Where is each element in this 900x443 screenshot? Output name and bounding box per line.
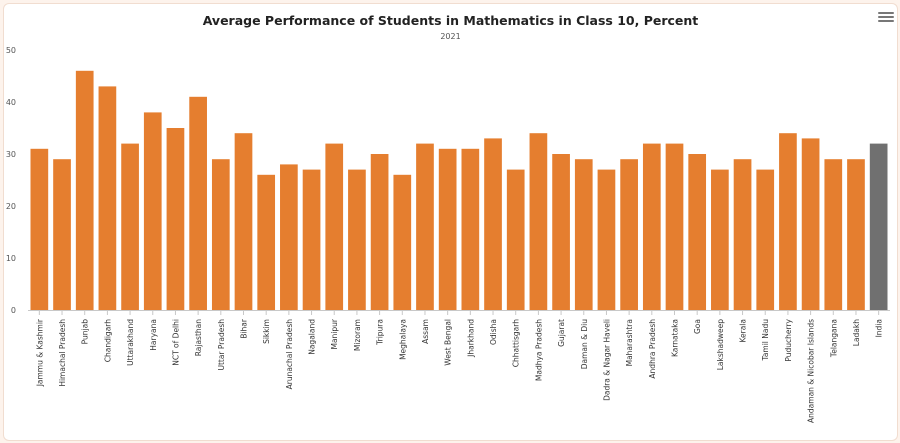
x-tick-label: Jharkhand — [466, 319, 475, 358]
x-tick-label: Andhra Pradesh — [648, 319, 657, 379]
bar-jammu-kashmir[interactable] — [30, 148, 49, 310]
x-tick-label: Goa — [693, 319, 702, 334]
bar-telangana[interactable] — [824, 159, 843, 310]
y-tick-label: 0 — [11, 306, 16, 315]
x-tick-label: Tamil Nadu — [761, 319, 770, 362]
x-tick-label: Manipur — [330, 318, 339, 349]
bar-goa[interactable] — [688, 154, 707, 310]
bar-bihar[interactable] — [234, 133, 253, 310]
bar-tripura[interactable] — [370, 154, 389, 310]
menu-line — [878, 16, 894, 18]
x-tick-label: Haryana — [149, 319, 158, 351]
bar-west-bengal[interactable] — [438, 148, 457, 310]
x-tick-label: Chhattisgarh — [512, 319, 521, 368]
x-tick-label: Himachal Pradesh — [58, 319, 67, 387]
bar-ladakh[interactable] — [847, 159, 865, 310]
y-tick-label: 30 — [6, 150, 16, 159]
bar-assam[interactable] — [416, 143, 434, 310]
bar-meghalaya[interactable] — [393, 174, 412, 310]
bar-haryana[interactable] — [143, 112, 162, 311]
x-tick-label: Odisha — [489, 319, 498, 345]
x-tick-label: Daman & Diu — [580, 319, 589, 370]
bar-odisha[interactable] — [484, 138, 502, 310]
bar-andhra-pradesh[interactable] — [642, 143, 661, 310]
bar-uttar-pradesh[interactable] — [211, 159, 230, 310]
bar-nagaland[interactable] — [302, 169, 321, 310]
x-tick-label: Bihar — [240, 318, 249, 339]
bar-rajasthan[interactable] — [189, 96, 207, 310]
x-tick-label: Andaman & Nicobar Islands — [807, 319, 816, 423]
bar-puducherry[interactable] — [779, 133, 797, 310]
x-tick-label: Dadra & Nagar Haveli — [602, 319, 611, 401]
x-tick-label: NCT of Delhi — [171, 319, 180, 366]
bar-manipur[interactable] — [325, 143, 344, 310]
x-tick-label: Maharashtra — [625, 319, 634, 366]
bar-maharashtra[interactable] — [620, 159, 638, 310]
x-tick-label: Chandigarh — [103, 319, 112, 362]
bar-arunachal-pradesh[interactable] — [280, 164, 298, 310]
bar-kerala[interactable] — [733, 159, 752, 310]
bar-chhattisgarh[interactable] — [506, 169, 525, 310]
menu-line — [878, 12, 894, 14]
x-tick-label: West Bengal — [444, 319, 453, 366]
x-tick-label: Uttarakhand — [126, 319, 135, 366]
bar-gujarat[interactable] — [552, 154, 570, 310]
x-tick-label: Jammu & Kashmir — [35, 318, 44, 387]
x-tick-label: Rajasthan — [194, 319, 203, 357]
x-tick-label: Karnataka — [671, 319, 680, 357]
x-tick-label: Uttar Pradesh — [217, 319, 226, 371]
bar-mizoram[interactable] — [348, 169, 366, 310]
y-tick-label: 40 — [6, 98, 16, 107]
menu-line — [878, 20, 894, 22]
bar-nct-of-delhi[interactable] — [166, 128, 185, 310]
x-tick-label: Kerala — [739, 319, 748, 343]
x-tick-label: Madhya Pradesh — [534, 319, 543, 381]
x-tick-label: Ladakh — [852, 319, 861, 346]
chart-title: Average Performance of Students in Mathe… — [202, 13, 699, 28]
bar-karnataka[interactable] — [665, 143, 684, 310]
bar-india[interactable] — [869, 143, 888, 310]
bar-dadra-nagar-haveli[interactable] — [597, 169, 616, 310]
x-tick-label: Telangana — [829, 319, 838, 358]
bar-madhya-pradesh[interactable] — [529, 133, 548, 310]
bar-punjab[interactable] — [75, 70, 94, 310]
x-tick-label: Arunachal Pradesh — [285, 319, 294, 390]
bar-lakshadweep[interactable] — [711, 169, 729, 310]
x-tick-label: India — [875, 319, 884, 337]
y-tick-label: 10 — [6, 254, 16, 263]
x-tick-label: Tripura — [376, 319, 385, 346]
y-tick-label: 50 — [6, 46, 16, 55]
bar-sikkim[interactable] — [257, 174, 276, 310]
bar-chandigarh[interactable] — [98, 86, 117, 311]
x-tick-label: Mizoram — [353, 319, 362, 351]
x-tick-label: Sikkim — [262, 319, 271, 344]
bar-jharkhand[interactable] — [461, 148, 480, 310]
bar-tamil-nadu[interactable] — [756, 169, 775, 310]
bar-daman-diu[interactable] — [574, 159, 593, 310]
bar-andaman-nicobar-islands[interactable] — [801, 138, 820, 310]
hamburger-menu-icon[interactable] — [878, 10, 894, 24]
x-tick-label: Lakshadweep — [716, 319, 725, 370]
chart-container: Average Performance of Students in Mathe… — [3, 3, 898, 441]
bar-uttarakhand[interactable] — [121, 143, 139, 310]
y-tick-label: 20 — [6, 202, 16, 211]
x-tick-label: Gujarat — [557, 319, 566, 347]
bar-chart: 0 10 20 30 40 50 Jammu & Kashmir Himachal Prade… — [6, 46, 890, 423]
x-tick-label: Punjab — [81, 319, 90, 345]
x-tick-label: Puducherry — [784, 318, 793, 361]
chart-subtitle: 2021 — [440, 32, 461, 41]
x-tick-label: Nagaland — [308, 319, 317, 355]
bar-himachal-pradesh[interactable] — [53, 159, 71, 310]
x-tick-label: Meghalaya — [398, 319, 407, 360]
x-tick-label: Assam — [421, 319, 430, 344]
